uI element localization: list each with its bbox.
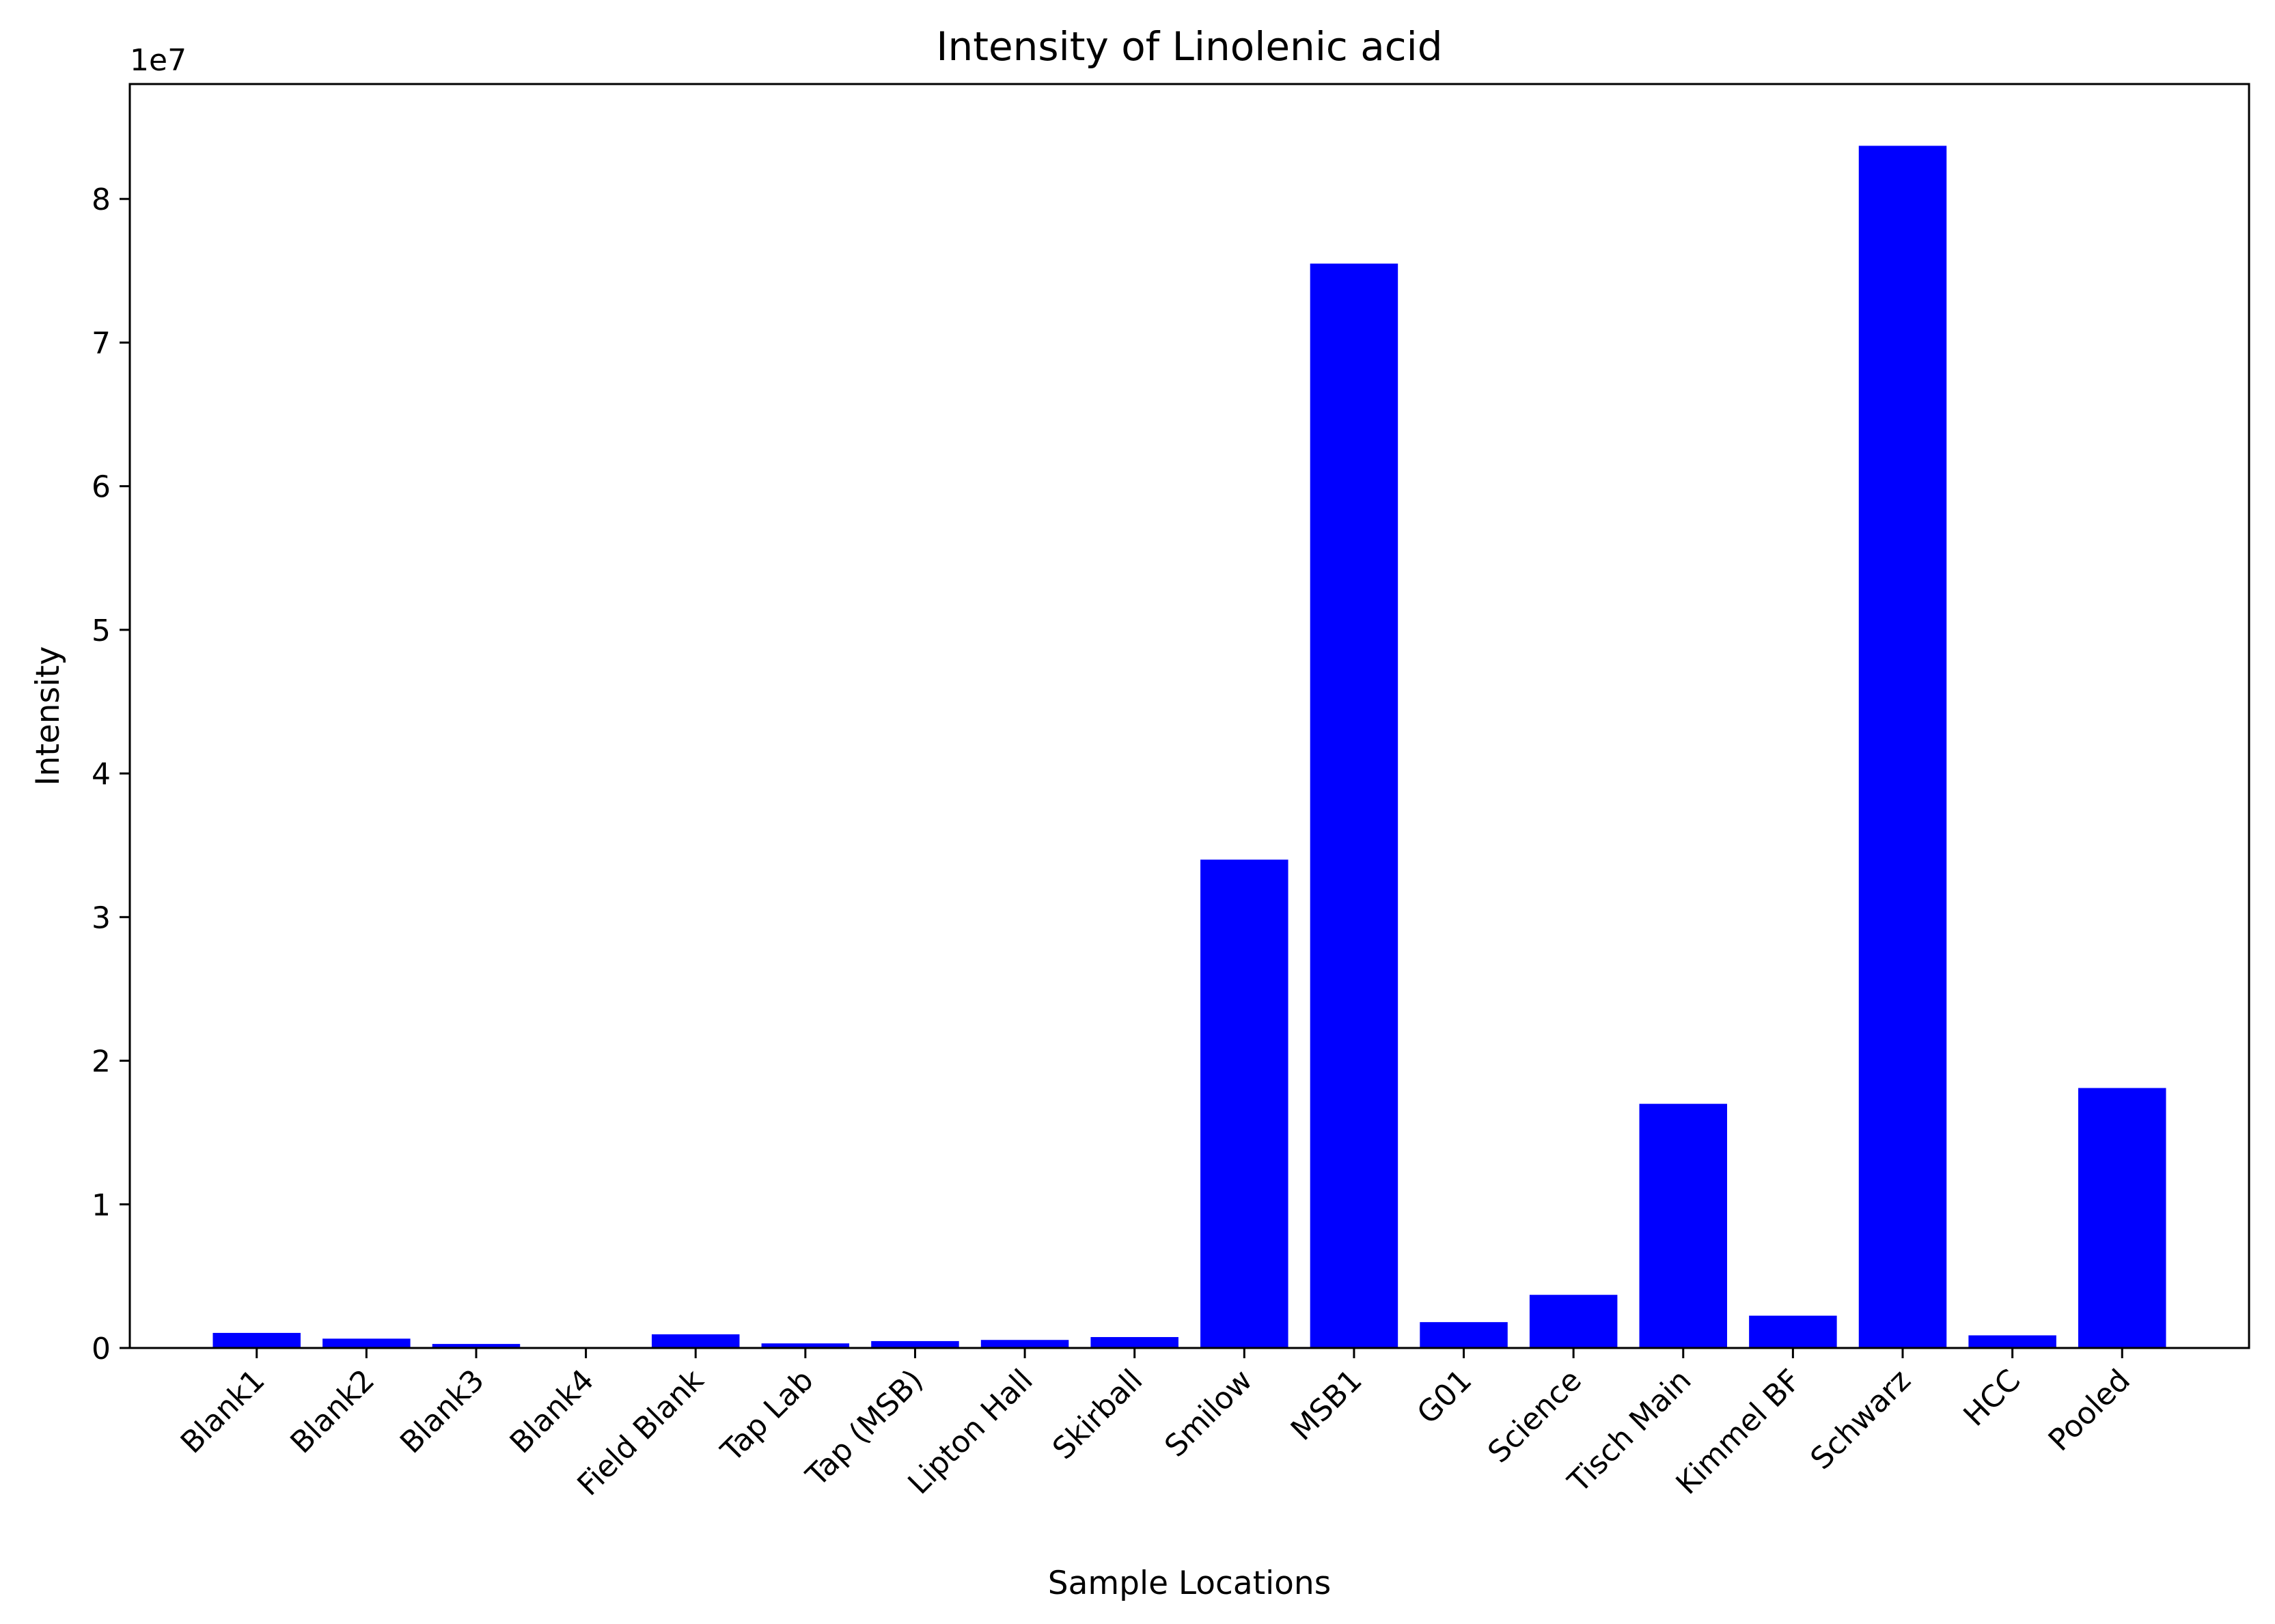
y-axis: 0 1 2 3 4 5 6 7 8 <box>92 182 130 1366</box>
y-tick-label: 5 <box>92 614 111 648</box>
y-tick-label: 6 <box>92 470 111 505</box>
bar-kimmel-bf <box>1749 1315 1837 1348</box>
y-axis-offset-label: 1e7 <box>130 43 187 78</box>
bar-tap-lab <box>761 1343 850 1348</box>
bar-blank2 <box>322 1338 411 1348</box>
bars-group <box>212 146 2166 1349</box>
bar-science <box>1529 1295 1618 1348</box>
bar-schwarz <box>1858 146 1947 1349</box>
bar-field-blank <box>651 1334 740 1348</box>
y-tick-label: 1 <box>92 1188 111 1223</box>
y-tick-label: 2 <box>92 1045 111 1079</box>
bar-tap-msb <box>871 1340 959 1348</box>
bar-blank3 <box>432 1344 521 1348</box>
bar-g01 <box>1420 1322 1508 1348</box>
bar-blank1 <box>212 1332 301 1348</box>
bar-tisch-main <box>1639 1103 1728 1348</box>
y-tick-label: 8 <box>92 182 111 217</box>
bar-hcc <box>1968 1335 2056 1348</box>
y-tick-label: 7 <box>92 326 111 361</box>
plot-frame <box>128 83 2250 1349</box>
y-tick-label: 0 <box>92 1332 111 1366</box>
x-axis-label: Sample Locations <box>1048 1565 1331 1602</box>
bar-lipton-hall <box>980 1340 1069 1348</box>
chart-title: Intensity of Linolenic acid <box>936 23 1442 70</box>
bar-skirball <box>1090 1337 1178 1348</box>
y-tick-label: 3 <box>92 900 111 935</box>
bar-pooled <box>2078 1088 2166 1348</box>
y-tick-label: 4 <box>92 757 111 792</box>
bar-msb1 <box>1310 263 1398 1349</box>
bar-smilow <box>1200 859 1288 1348</box>
y-axis-label: Intensity <box>29 646 67 786</box>
